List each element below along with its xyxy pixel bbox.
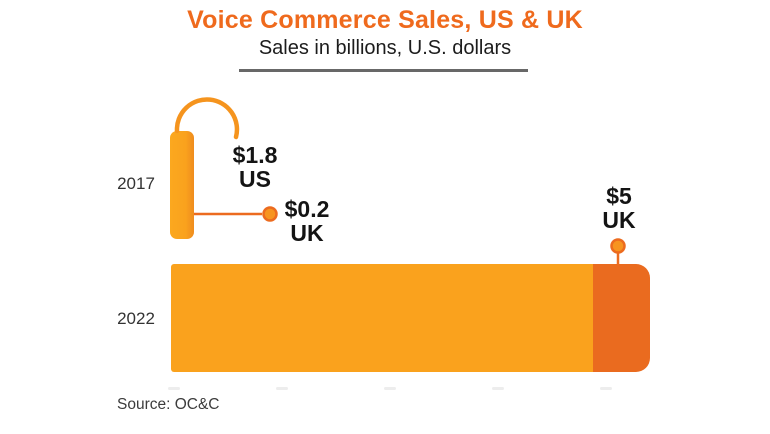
- value-label-2017-uk: $0.2 UK: [267, 197, 347, 245]
- chart-subtitle: Sales in billions, U.S. dollars: [258, 37, 512, 59]
- axis-tick: [600, 387, 612, 390]
- country-2017-uk: UK: [290, 220, 324, 246]
- axis-tick: [276, 387, 288, 390]
- value-2022-uk: $5: [606, 183, 632, 209]
- axis-tick: [168, 387, 180, 390]
- source-note: Source: OC&C: [117, 396, 220, 413]
- value-2017-us: $1.8: [232, 142, 278, 168]
- country-2017-us: US: [239, 166, 271, 192]
- value-label-2017-us: $1.8 US: [213, 143, 297, 191]
- subtitle-divider: [239, 69, 528, 72]
- value-label-2022-uk: $5 UK: [579, 184, 659, 232]
- bar-2022-us-segment: $40 US: [171, 264, 593, 372]
- axis-label-2022: 2022: [117, 309, 155, 328]
- value-2017-uk: $0.2: [284, 196, 330, 222]
- marker-dot-2022-uk: [610, 238, 626, 254]
- bar-2017-us: [170, 131, 194, 239]
- axis-tick: [492, 387, 504, 390]
- chart-title: Voice Commerce Sales, US & UK: [187, 6, 583, 34]
- bar-2022: $40 US: [171, 264, 650, 372]
- axis-tick: [384, 387, 396, 390]
- axis-label-2017: 2017: [117, 174, 155, 193]
- country-2022-uk: UK: [602, 207, 636, 233]
- bar-2022-uk-segment: [593, 264, 650, 372]
